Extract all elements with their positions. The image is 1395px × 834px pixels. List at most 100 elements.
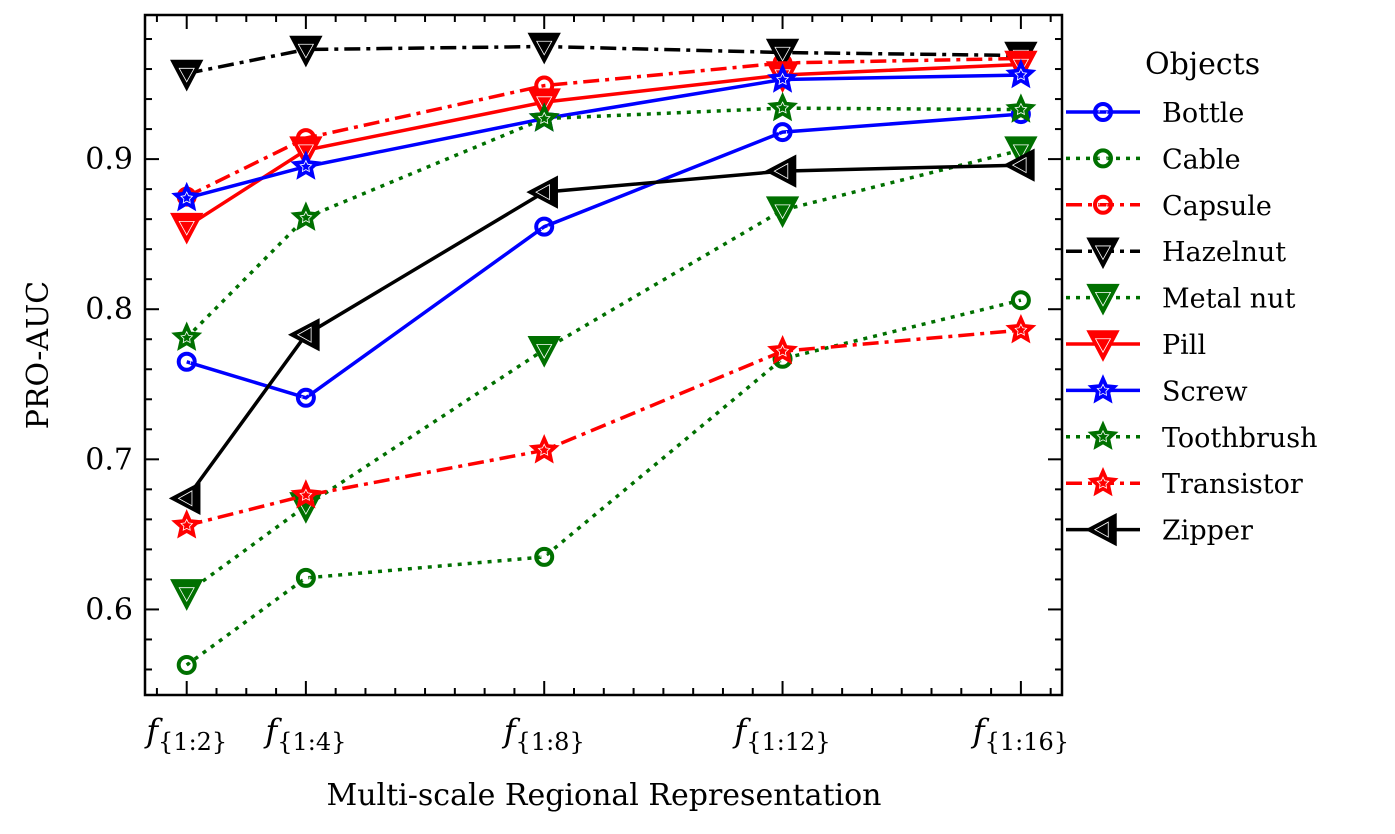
star-marker-inner xyxy=(1096,383,1110,397)
triangle-left-marker-shape xyxy=(287,318,320,352)
series-line xyxy=(185,56,1021,199)
star-marker xyxy=(528,102,560,132)
star-marker xyxy=(171,509,203,539)
triangle-left-marker-shape xyxy=(526,175,558,209)
legend-label: Metal nut xyxy=(1162,284,1296,315)
star-marker-shape xyxy=(171,321,203,351)
star-marker-inner xyxy=(775,101,790,114)
triangle-down-marker-shape xyxy=(170,59,204,92)
series-toothbrush xyxy=(171,91,1037,351)
legend-entry: Screw xyxy=(1066,374,1248,407)
legend-entry: Capsule xyxy=(1066,191,1272,222)
triangle-left-marker xyxy=(526,175,558,209)
x-tick-label: f{1:8} xyxy=(502,712,585,756)
legend-entry: Cable xyxy=(1066,144,1241,175)
triangle-down-marker xyxy=(170,579,204,611)
triangle-down-marker-inner xyxy=(536,344,553,359)
circle-marker-shape xyxy=(772,122,793,143)
circle-marker-inner xyxy=(301,393,311,403)
star-marker-shape xyxy=(171,181,203,212)
star-marker-inner xyxy=(1014,102,1028,116)
triangle-left-marker-inner xyxy=(535,183,550,201)
star-marker-shape xyxy=(1005,58,1037,89)
star-marker-shape xyxy=(767,334,798,365)
triangle-down-marker-inner xyxy=(536,96,553,112)
triangle-down-marker xyxy=(1086,330,1120,362)
triangle-left-marker-inner xyxy=(773,162,789,180)
x-tick-label: f{1:16} xyxy=(971,712,1069,756)
star-marker xyxy=(767,334,798,365)
star-marker-shape xyxy=(171,509,203,539)
series-line xyxy=(185,298,1022,667)
legend-entry: Bottle xyxy=(1066,98,1244,129)
legend-entry: Transistor xyxy=(1066,466,1303,500)
star-marker-shape xyxy=(1005,313,1037,344)
circle-marker-inner xyxy=(778,127,787,137)
series-layer xyxy=(168,32,1038,675)
star-marker-shape xyxy=(290,201,322,231)
star-marker xyxy=(767,91,798,122)
y-axis-label: PRO-AUC xyxy=(21,281,56,430)
triangle-left-marker xyxy=(168,481,201,516)
y-tick-label: 0.8 xyxy=(85,292,133,327)
star-marker-inner xyxy=(1096,476,1110,489)
star-marker xyxy=(290,150,322,180)
triangle-down-marker-inner xyxy=(536,40,553,56)
circle-marker-shape xyxy=(1010,290,1031,311)
star-marker xyxy=(1087,466,1119,497)
series-line xyxy=(185,106,1021,339)
star-marker xyxy=(1087,420,1119,450)
circle-marker xyxy=(534,546,555,567)
circle-marker-shape xyxy=(295,387,316,408)
triangle-left-marker xyxy=(764,154,797,188)
legend-entry: Toothbrush xyxy=(1066,420,1318,454)
triangle-down-marker-shape xyxy=(527,335,561,368)
triangle-down-marker-inner xyxy=(1094,245,1112,261)
star-marker xyxy=(1005,93,1037,123)
circle-marker-inner xyxy=(539,81,549,90)
legend-entry: Hazelnut xyxy=(1066,237,1286,270)
star-marker xyxy=(171,181,203,212)
circle-marker xyxy=(1010,290,1031,311)
triangle-left-marker xyxy=(1085,512,1117,547)
triangle-down-marker-inner xyxy=(1094,291,1112,307)
circle-marker-inner xyxy=(182,660,192,670)
triangle-down-marker-shape xyxy=(1086,283,1120,316)
star-marker xyxy=(290,201,322,231)
triangle-down-marker-inner xyxy=(178,67,195,83)
star-marker-inner xyxy=(537,443,551,456)
star-marker-inner xyxy=(180,191,194,204)
star-marker-shape xyxy=(1087,420,1119,450)
star-marker-shape xyxy=(1087,374,1119,404)
star-marker-inner xyxy=(1096,429,1110,443)
triangle-down-marker-shape xyxy=(527,32,561,65)
circle-marker-shape xyxy=(534,546,555,567)
triangle-left-marker-shape xyxy=(168,481,201,516)
series-transistor xyxy=(171,313,1037,539)
star-marker-shape xyxy=(1087,466,1119,497)
triangle-down-marker xyxy=(1086,237,1120,270)
circle-marker xyxy=(1093,102,1113,122)
legend-label: Cable xyxy=(1162,144,1241,175)
star-marker-inner xyxy=(1014,68,1028,81)
legend-entry: Metal nut xyxy=(1066,283,1296,316)
circle-marker-inner xyxy=(1016,295,1026,305)
circle-marker-inner xyxy=(1098,107,1108,117)
circle-marker-inner xyxy=(539,222,549,232)
triangle-left-marker-shape xyxy=(1085,512,1117,547)
triangle-down-marker-inner xyxy=(178,221,195,236)
legend-label: Pill xyxy=(1162,330,1206,361)
triangle-down-marker xyxy=(170,59,204,92)
triangle-down-marker-shape xyxy=(170,212,204,245)
triangle-down-marker xyxy=(1086,283,1120,316)
circle-marker xyxy=(1093,148,1113,169)
circle-marker-inner xyxy=(301,573,311,583)
circle-marker-inner xyxy=(539,552,549,562)
star-marker xyxy=(528,434,560,464)
star-marker xyxy=(1005,58,1037,89)
circle-marker-shape xyxy=(176,351,197,372)
star-marker-inner xyxy=(775,72,790,86)
y-tick-label: 0.7 xyxy=(85,442,133,477)
legend-label: Toothbrush xyxy=(1162,423,1318,454)
circle-marker-shape xyxy=(1093,102,1113,122)
